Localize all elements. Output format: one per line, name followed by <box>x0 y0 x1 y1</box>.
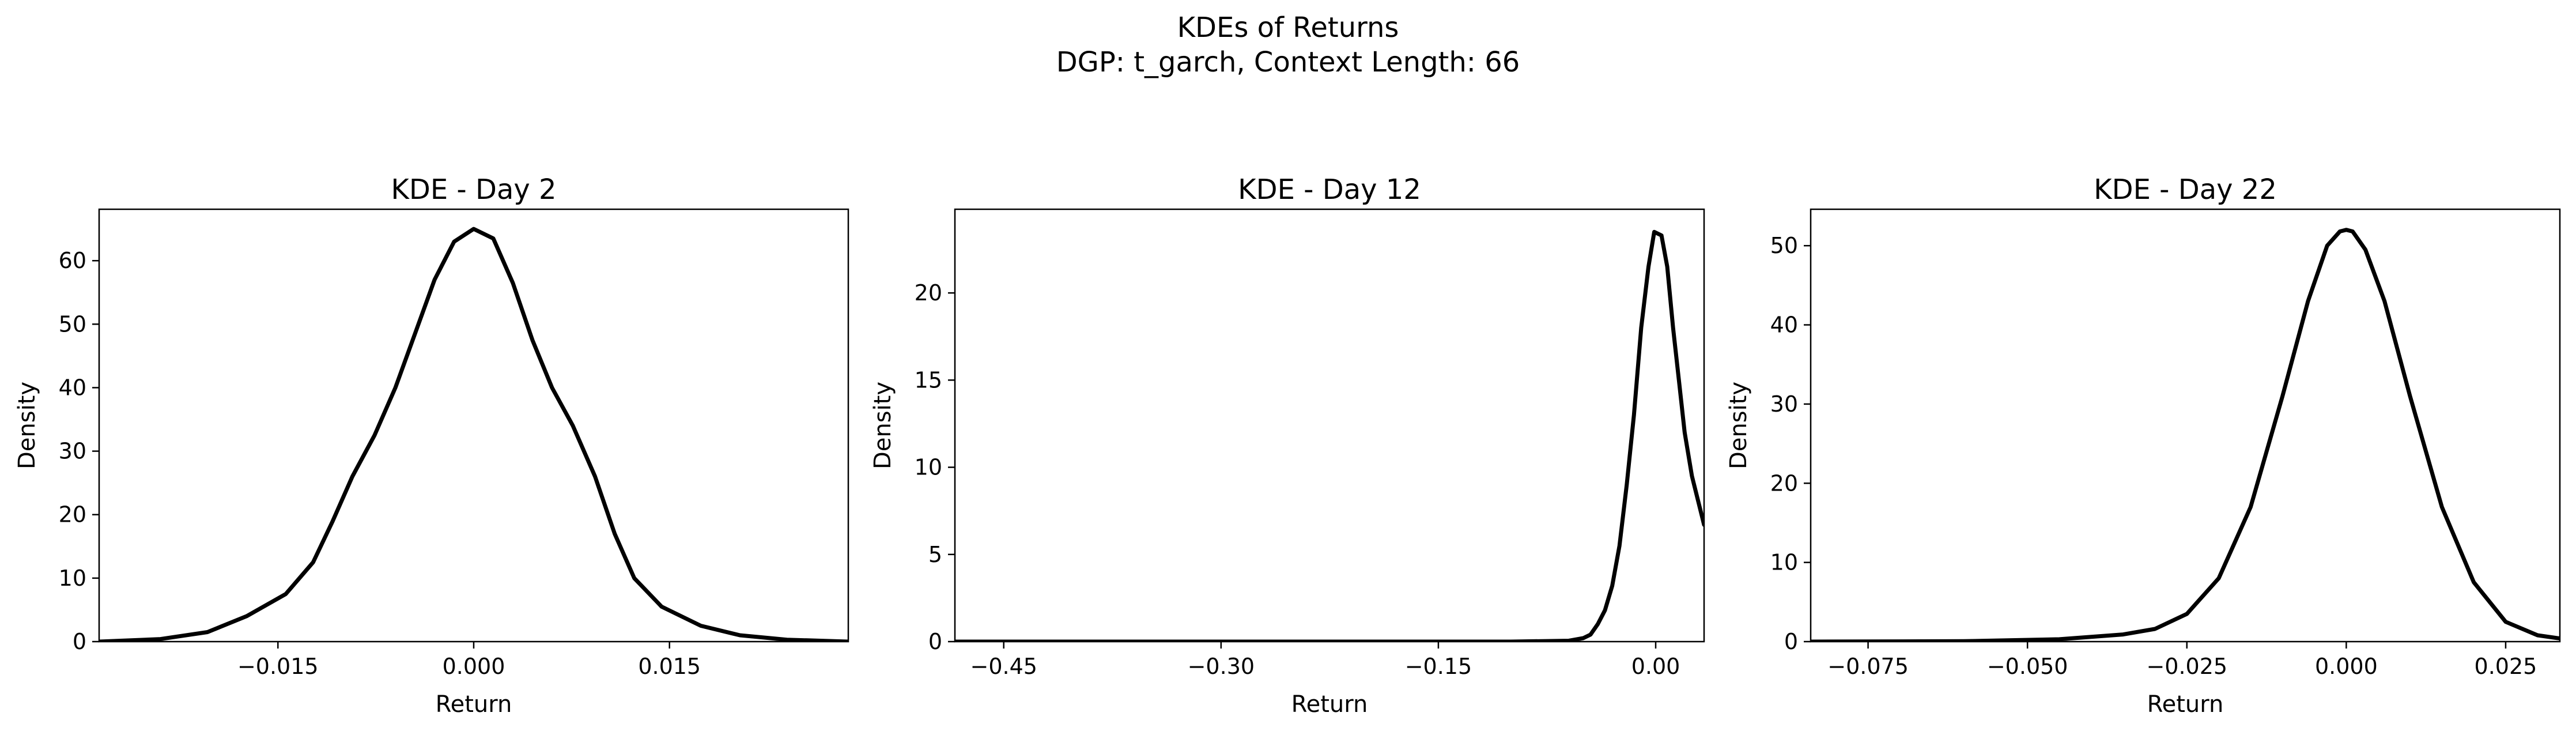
y-tick-label: 5 <box>928 542 942 567</box>
y-tick-label: 15 <box>915 367 942 393</box>
y-tick-label: 30 <box>1770 391 1798 417</box>
y-tick-label: 10 <box>1770 550 1798 575</box>
y-tick-label: 0 <box>928 629 942 654</box>
kde-line <box>1811 228 2560 642</box>
axes-frame <box>1810 208 2561 643</box>
subplot-title: KDE - Day 12 <box>1238 174 1421 206</box>
x-tick-label: 0.015 <box>638 654 701 679</box>
x-tick-label: −0.45 <box>970 654 1037 679</box>
y-tick-label: 20 <box>59 502 86 527</box>
y-tick-label: 20 <box>915 280 942 306</box>
kde-line <box>955 229 1704 642</box>
x-tick-label: 0.025 <box>2475 654 2537 679</box>
x-tick-label: −0.050 <box>1987 654 2068 679</box>
y-tick-label: 0 <box>73 629 86 654</box>
subplot-title: KDE - Day 2 <box>391 174 556 206</box>
y-tick-label: 20 <box>1770 470 1798 496</box>
x-tick-label: 0.00 <box>1631 654 1680 679</box>
y-tick-label: 10 <box>59 566 86 591</box>
y-tick-label: 30 <box>59 439 86 464</box>
kde-line <box>99 227 848 642</box>
y-tick-label: 10 <box>915 455 942 480</box>
figure-title: KDEs of Returns <box>1177 12 1399 44</box>
y-axis-label: Density <box>14 382 40 469</box>
subplot-1: −0.015 0.000 0.015 0 10 20 30 40 50 60 KDE - Day 2… <box>14 174 849 718</box>
x-axis-label: Return <box>2147 691 2224 718</box>
y-tick-label: 50 <box>59 311 86 337</box>
x-axis-label: Return <box>1291 691 1368 718</box>
x-tick-label: −0.30 <box>1188 654 1255 679</box>
x-tick-label: −0.015 <box>237 654 319 679</box>
figure-subtitle: DGP: t_garch, Context Length: 66 <box>1056 46 1520 78</box>
y-tick-label: 0 <box>1784 629 1798 654</box>
y-tick-label: 60 <box>59 248 86 273</box>
subplot-2: −0.45 −0.30 −0.15 0.00 0 5 10 15 20 KDE - Day 12 R… <box>870 174 1705 718</box>
subplot-title: KDE - Day 22 <box>2094 174 2277 206</box>
y-tick-label: 50 <box>1770 233 1798 258</box>
y-tick-label: 40 <box>1770 312 1798 338</box>
subplot-3: −0.075 −0.050 −0.025 0.000 0.025 0 10 20 30 40 50 K… <box>1725 174 2561 718</box>
x-tick-label: −0.15 <box>1405 654 1472 679</box>
axes-frame <box>954 208 1705 643</box>
x-tick-label: −0.025 <box>2146 654 2227 679</box>
x-tick-label: 0.000 <box>443 654 505 679</box>
x-tick-label: −0.075 <box>1827 654 1909 679</box>
y-axis-label: Density <box>870 382 896 469</box>
y-tick-label: 40 <box>59 375 86 400</box>
x-tick-label: 0.000 <box>2315 654 2378 679</box>
y-axis-label: Density <box>1725 382 1752 469</box>
x-axis-label: Return <box>436 691 512 718</box>
